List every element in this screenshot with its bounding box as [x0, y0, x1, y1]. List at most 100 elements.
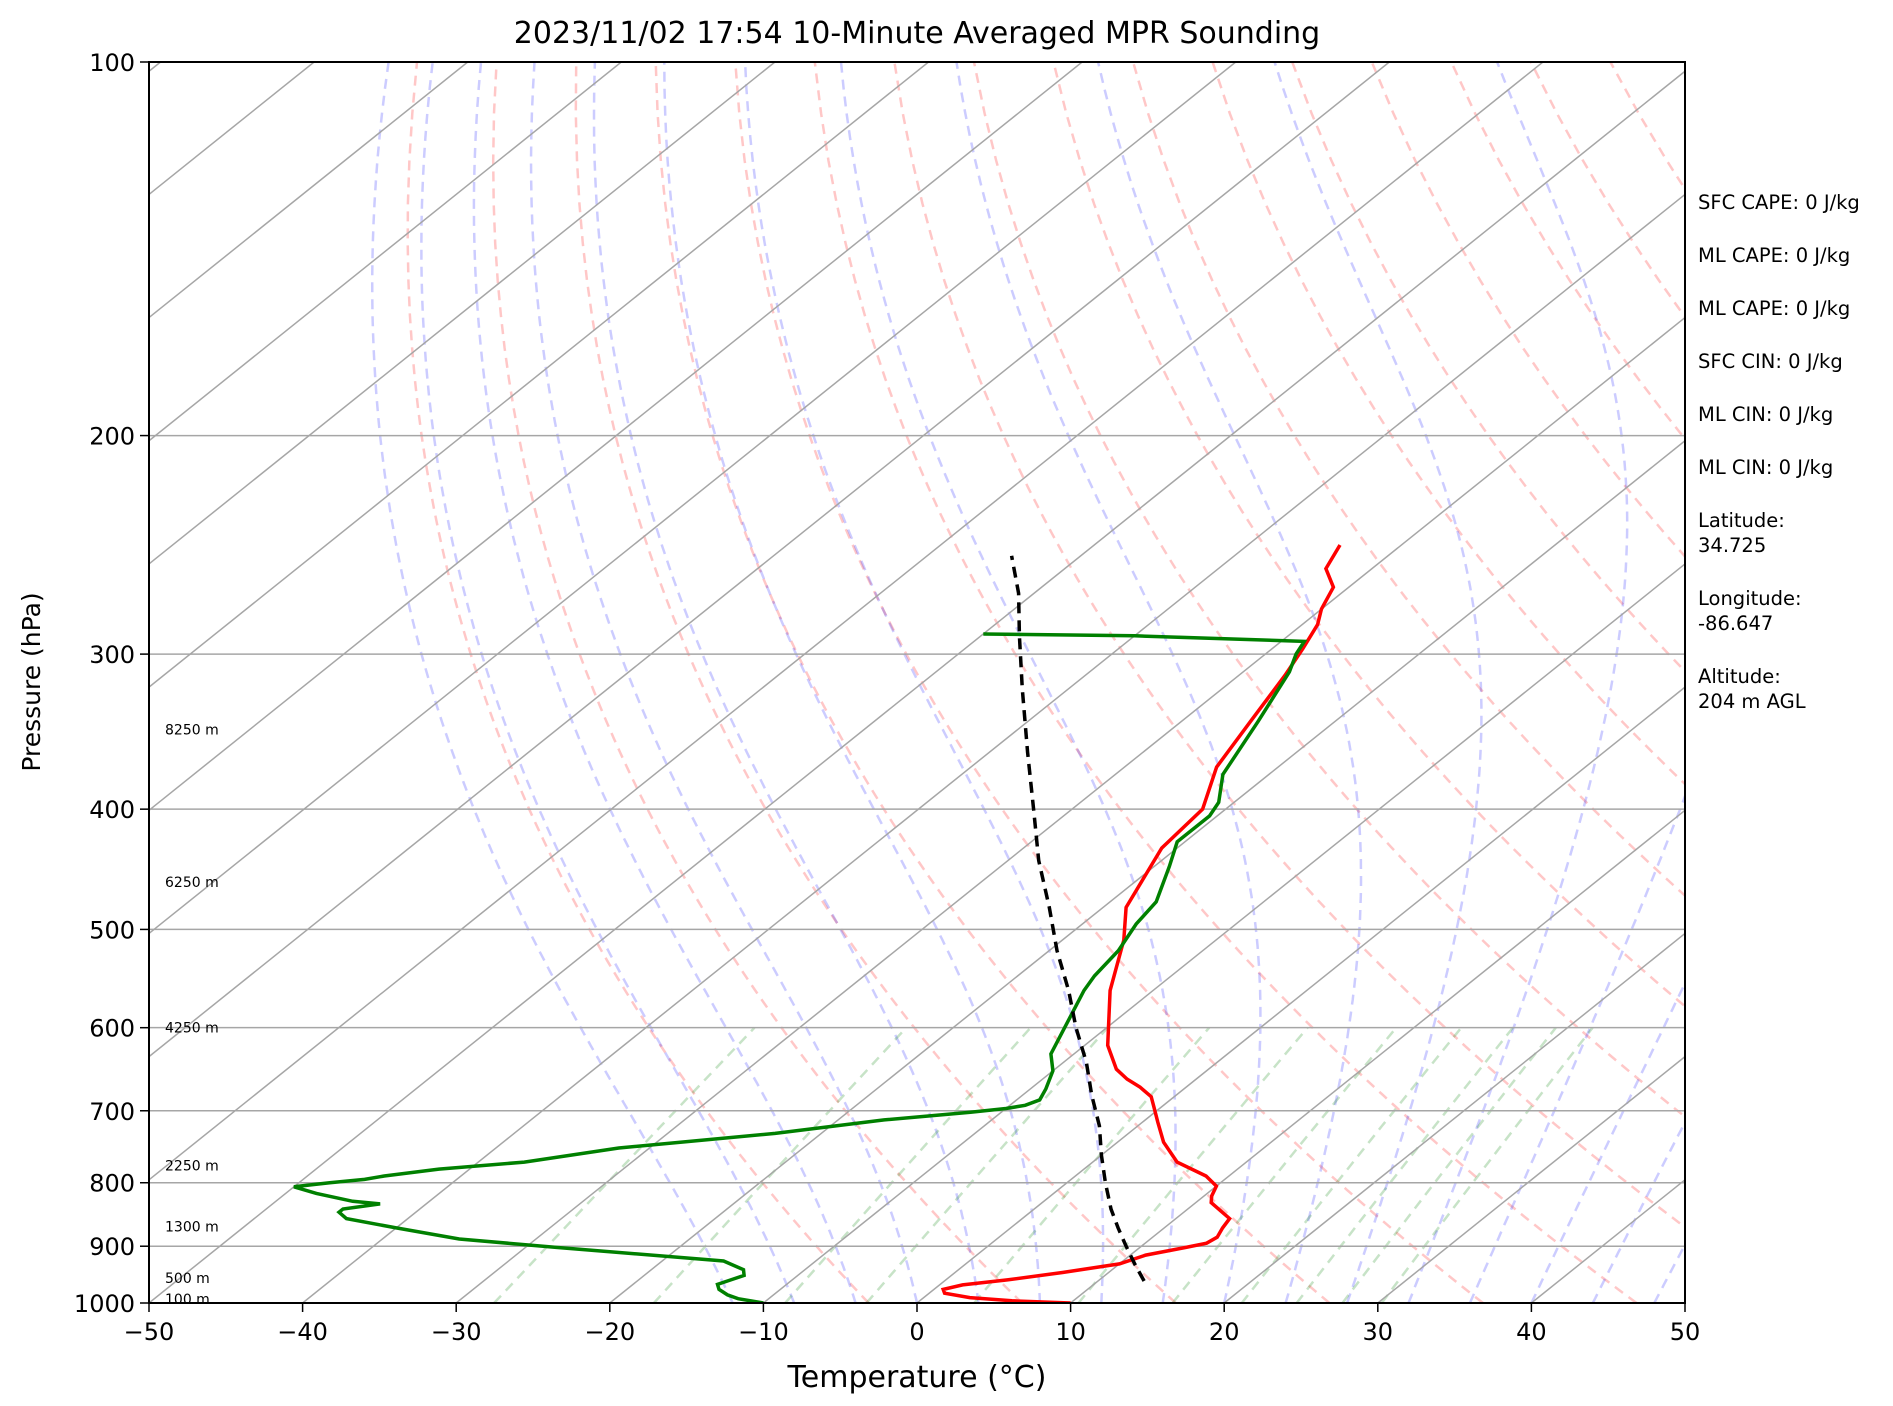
mixing-ratio-line: [652, 1026, 908, 1303]
isotherm-line: [762, 562, 1685, 1303]
sounding-parameter-item: ML CIN: 0 J/kg: [1698, 455, 1888, 480]
isotherm-line: [302, 193, 1685, 1303]
y-axis-label: Pressure (hPa): [17, 592, 46, 771]
isotherm-line: [149, 70, 1685, 1303]
mixing-ratio-line: [1341, 1026, 1557, 1303]
sounding-parameters-panel: SFC CAPE: 0 J/kg ML CAPE: 0 J/kg ML CAPE: …: [1698, 190, 1888, 742]
sounding-parameter-item: SFC CAPE: 0 J/kg: [1698, 190, 1888, 215]
moist-adiabat-line: [592, 62, 980, 1303]
x-tick-label: −40: [277, 1318, 328, 1346]
x-axis-label: Temperature (°C): [787, 1360, 1047, 1395]
moist-adiabat-line: [370, 62, 734, 1303]
sounding-parameter-label: ML CAPE: 0 J/kg: [1698, 297, 1851, 320]
moist-adiabat-line: [1273, 62, 1483, 1303]
sounding-parameter-label: Altitude:: [1698, 665, 1781, 688]
isotherm-line: [149, 62, 1237, 935]
sounding-parameter-item: ML CIN: 0 J/kg: [1698, 402, 1888, 427]
dry-adiabat-line: [1131, 62, 1685, 898]
sounding-parameter-item: ML CAPE: 0 J/kg: [1698, 243, 1888, 268]
isotherm-line: [149, 62, 929, 689]
sounding-parameter-item: Longitude: -86.647: [1698, 586, 1888, 636]
y-tick-label: 300: [89, 641, 135, 669]
dry-adiabat-line: [734, 62, 1484, 1303]
isotherm-line: [149, 62, 1544, 1181]
moist-adiabat-line: [955, 62, 1262, 1303]
sounding-parameter-value: 34.725: [1698, 534, 1767, 557]
chart-title: 2023/11/02 17:54 10-Minute Averaged MPR …: [514, 16, 1320, 51]
moist-adiabat-line: [1407, 62, 1629, 1303]
y-tick-label: 400: [89, 796, 135, 824]
mixing-ratio-line: [1380, 1026, 1594, 1303]
height-label: 500 m: [165, 1271, 210, 1287]
dry-adiabat-line: [491, 62, 1024, 1303]
dry-adiabat-line: [1211, 62, 1685, 786]
sounding-parameter-item: SFC CIN: 0 J/kg: [1698, 349, 1888, 374]
sounding-parameter-label: Longitude:: [1698, 587, 1802, 610]
sounding-parameter-label: ML CAPE: 0 J/kg: [1698, 244, 1851, 267]
y-tick-label: 100: [89, 49, 135, 77]
dry-adiabat-line: [406, 62, 870, 1303]
isotherm-line: [609, 439, 1685, 1303]
isotherm-line: [149, 62, 469, 319]
sounding-parameter-label: ML CIN: 0 J/kg: [1698, 456, 1834, 479]
isotherm-line: [149, 62, 1083, 812]
x-tick-label: −50: [124, 1318, 175, 1346]
height-label: 2250 m: [165, 1159, 219, 1175]
height-label: 6250 m: [165, 875, 219, 891]
y-tick-label: 800: [89, 1170, 135, 1198]
isotherm-line: [916, 686, 1685, 1303]
dewpoint-line: [293, 632, 1308, 1303]
sounding-parameter-value: -86.647: [1698, 612, 1774, 635]
y-tick-label: 700: [89, 1098, 135, 1126]
height-label: 100 m: [165, 1292, 210, 1308]
x-tick-label: 50: [1670, 1318, 1701, 1346]
moist-adiabat-line: [472, 62, 857, 1303]
y-tick-label: 600: [89, 1015, 135, 1043]
height-label: 8250 m: [165, 722, 219, 738]
sounding-parameter-label: SFC CAPE: 0 J/kg: [1698, 191, 1860, 214]
y-tick-label: 900: [89, 1233, 135, 1261]
isotherm-line: [149, 62, 776, 565]
x-tick-label: −30: [431, 1318, 482, 1346]
x-tick-label: −10: [738, 1318, 789, 1346]
isotherm-line: [1377, 1055, 1685, 1303]
mixing-ratio-line: [493, 1026, 756, 1303]
sounding-parameter-label: Latitude:: [1698, 509, 1785, 532]
moist-adiabat-line: [743, 62, 1105, 1303]
isotherm-line: [1223, 932, 1685, 1303]
height-label: 1300 m: [165, 1220, 219, 1236]
x-tick-label: 0: [909, 1318, 924, 1346]
x-tick-label: 10: [1055, 1318, 1086, 1346]
height-label: 4250 m: [165, 1021, 219, 1037]
x-tick-label: 40: [1516, 1318, 1547, 1346]
sounding-parameter-item: Altitude: 204 m AGL: [1698, 664, 1888, 714]
dry-adiabat-line: [654, 62, 1331, 1303]
sounding-parameter-label: SFC CIN: 0 J/kg: [1698, 350, 1843, 373]
isotherm-line: [149, 62, 315, 196]
mixing-ratio-line: [1295, 1026, 1514, 1303]
isotherm-line: [149, 62, 1390, 1058]
isotherm-line: [1070, 809, 1685, 1303]
y-tick-label: 1000: [74, 1290, 135, 1318]
dry-adiabat-line: [972, 62, 1685, 1119]
sounding-parameter-label: ML CIN: 0 J/kg: [1698, 403, 1834, 426]
moist-adiabat-line: [529, 62, 919, 1303]
x-tick-label: 20: [1209, 1318, 1240, 1346]
sounding-parameter-item: Latitude: 34.725: [1698, 508, 1888, 558]
dry-adiabat-line: [574, 62, 1177, 1303]
moist-adiabat-line: [663, 62, 1042, 1303]
dry-adiabat-line: [813, 62, 1638, 1303]
y-tick-label: 200: [89, 423, 135, 451]
y-tick-label: 500: [89, 916, 135, 944]
dry-adiabat-line: [1052, 62, 1685, 1008]
sounding-parameter-value: 204 m AGL: [1698, 690, 1806, 713]
temperature-line: [940, 544, 1342, 1303]
x-tick-label: 30: [1363, 1318, 1394, 1346]
sounding-parameter-item: ML CAPE: 0 J/kg: [1698, 296, 1888, 321]
x-tick-label: −20: [584, 1318, 635, 1346]
isotherm-line: [455, 316, 1685, 1303]
moist-adiabat-line: [839, 62, 1177, 1303]
moist-adiabat-line: [1096, 62, 1363, 1303]
isotherm-line: [149, 62, 622, 442]
